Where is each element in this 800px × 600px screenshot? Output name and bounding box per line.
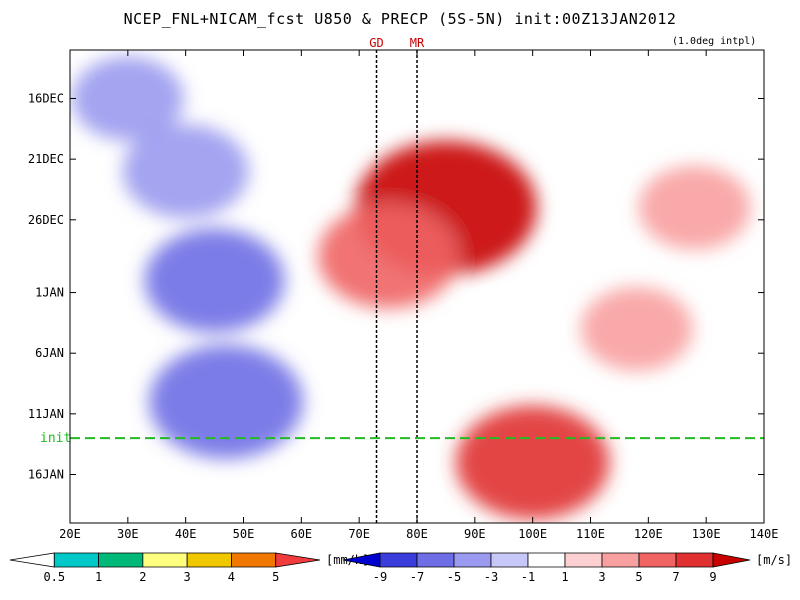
anomaly-region: [455, 405, 610, 520]
colorbar-swatch: [53, 552, 99, 568]
colorbar-level: -7: [410, 570, 424, 584]
colorbar-level: 9: [709, 570, 716, 584]
x-tick-label: 80E: [406, 527, 428, 541]
y-tick-label: 21DEC: [28, 152, 64, 166]
y-tick-label: 1JAN: [35, 286, 64, 300]
colorbar-unit: [m/s]: [756, 553, 792, 567]
colorbar-swatch: [98, 552, 144, 568]
y-tick-label: 16JAN: [28, 467, 64, 481]
u850-colorbar: -9 -7 -5 -3 -1 1 3 5 7 9 [m/s]: [342, 552, 792, 584]
colorbar-level: -3: [484, 570, 498, 584]
y-tick-label: 16DEC: [28, 92, 64, 106]
x-tick-label: 20E: [59, 527, 81, 541]
y-tick-label: 6JAN: [35, 346, 64, 360]
colorbar-swatch: [9, 552, 55, 568]
colorbar-swatch: [275, 552, 321, 568]
colorbar-swatch: [638, 552, 677, 568]
colorbar-swatch: [712, 552, 751, 568]
colorbar-swatch: [601, 552, 640, 568]
colorbar-level: 1: [561, 570, 568, 584]
colorbar-level: -5: [447, 570, 461, 584]
y-tick-label: 26DEC: [28, 213, 64, 227]
anomaly-region: [149, 344, 304, 459]
marker-layer: GD MR init: [40, 36, 764, 523]
colorbar-level: -1: [521, 570, 535, 584]
anomaly-region: [71, 56, 184, 141]
x-tick-label: 100E: [518, 527, 547, 541]
anomaly-region: [122, 124, 249, 219]
colorbar-level: 1: [95, 570, 102, 584]
anomaly-regions: [71, 56, 751, 520]
colorbar-level: 3: [598, 570, 605, 584]
colorbar-level: 5: [635, 570, 642, 584]
colorbar-swatch: [416, 552, 455, 568]
axes: 20E 30E 40E 50E 60E 70E 80E 90E 100E 110E 120E 130E…: [28, 50, 779, 541]
x-tick-label: 40E: [175, 527, 197, 541]
chart-subtitle: (1.0deg intpl): [672, 36, 757, 47]
x-tick-label: 30E: [117, 527, 139, 541]
colorbar-swatch: [186, 552, 232, 568]
x-tick-label: 70E: [348, 527, 370, 541]
anomaly-region: [144, 228, 285, 333]
chart-title: NCEP_FNL+NICAM_fcst U850 & PRECP (5S-5N)…: [123, 10, 677, 28]
colorbar-level: 2: [139, 570, 146, 584]
colorbar-level: 4: [228, 570, 235, 584]
colorbar-level: 3: [184, 570, 191, 584]
colorbar-swatch: [231, 552, 277, 568]
colorbar-level: 5: [272, 570, 279, 584]
x-tick-label: 60E: [290, 527, 312, 541]
x-tick-label: 110E: [576, 527, 605, 541]
anomaly-region: [638, 165, 751, 250]
x-tick-label: 90E: [464, 527, 486, 541]
colorbar-swatch: [379, 552, 418, 568]
colorbar-swatch: [453, 552, 492, 568]
colorbar-level: 0.5: [43, 570, 65, 584]
colorbar-swatch: [675, 552, 714, 568]
x-tick-label: 50E: [233, 527, 255, 541]
anomaly-region: [318, 204, 459, 309]
x-tick-label: 140E: [750, 527, 779, 541]
colorbar-swatch: [527, 552, 566, 568]
colorbar-swatch: [490, 552, 529, 568]
marker-label: MR: [410, 36, 425, 50]
colorbar-swatch: [564, 552, 603, 568]
colorbar-level: -9: [373, 570, 387, 584]
x-tick-label: 130E: [692, 527, 721, 541]
y-tick-label: 11JAN: [28, 407, 64, 421]
marker-label: GD: [369, 36, 383, 50]
init-label: init: [40, 431, 71, 446]
anomaly-region: [580, 286, 693, 371]
x-tick-label: 120E: [634, 527, 663, 541]
colorbar-swatch: [142, 552, 188, 568]
colorbar-level: 7: [672, 570, 679, 584]
anomaly-region: [468, 301, 539, 356]
u850-field: [70, 50, 764, 523]
